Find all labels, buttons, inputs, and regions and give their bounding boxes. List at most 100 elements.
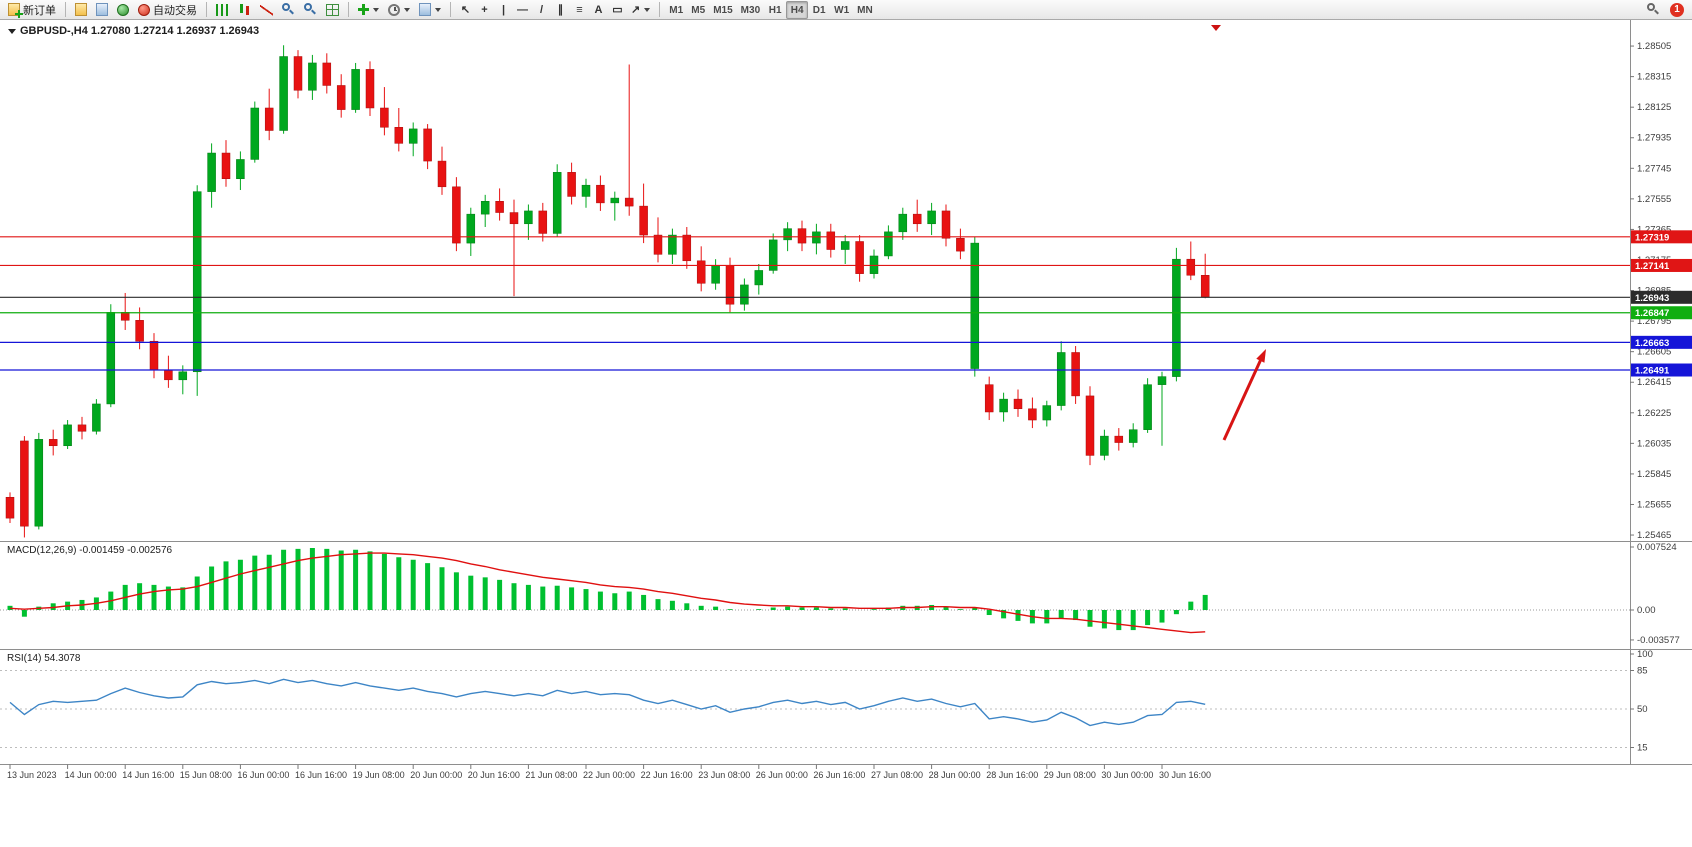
svg-text:1.26605: 1.26605 (1637, 347, 1671, 358)
svg-text:14 Jun 16:00: 14 Jun 16:00 (122, 770, 174, 780)
svg-text:1.26847: 1.26847 (1635, 308, 1669, 319)
zoom-out-icon (304, 3, 317, 16)
horizontal-line-tool-button[interactable]: — (513, 1, 532, 19)
svg-text:1.26795: 1.26795 (1637, 316, 1671, 327)
timeframe-m1-button[interactable]: M1 (665, 1, 687, 19)
crosshair-icon: + (481, 4, 488, 16)
timeframe-d1-button[interactable]: D1 (808, 1, 830, 19)
trendline-icon: / (539, 4, 544, 16)
drawing-tools-group: ↖ + | — / ∥ ≡ A ▭ ↗ (456, 0, 654, 19)
svg-text:29 Jun 08:00: 29 Jun 08:00 (1044, 770, 1096, 780)
navigator-icon (117, 3, 129, 16)
chevron-down-icon (644, 7, 651, 12)
svg-text:1.26491: 1.26491 (1635, 366, 1670, 377)
vertical-line-icon: | (501, 4, 506, 16)
arrows-tool-button[interactable]: ↗ (627, 1, 654, 19)
toolbar-separator (348, 2, 349, 17)
fibonacci-tool-button[interactable]: ≡ (570, 1, 589, 19)
line-chart-button[interactable] (256, 1, 277, 19)
svg-text:22 Jun 16:00: 22 Jun 16:00 (641, 770, 693, 780)
svg-text:23 Jun 08:00: 23 Jun 08:00 (698, 770, 750, 780)
zoom-out-button[interactable] (300, 1, 321, 19)
new-order-button[interactable]: 新订单 (4, 1, 60, 19)
crosshair-tool-button[interactable]: + (475, 1, 494, 19)
cursor-tool-button[interactable]: ↖ (456, 1, 475, 19)
svg-text:1.25655: 1.25655 (1637, 499, 1671, 510)
timeframe-h4-button[interactable]: H4 (786, 1, 809, 20)
svg-text:1.26035: 1.26035 (1637, 438, 1671, 449)
svg-text:30 Jun 00:00: 30 Jun 00:00 (1101, 770, 1153, 780)
arrows-icon: ↗ (631, 4, 641, 16)
svg-text:1.28125: 1.28125 (1637, 102, 1671, 113)
tile-windows-icon (326, 3, 339, 16)
svg-text:30 Jun 16:00: 30 Jun 16:00 (1159, 770, 1211, 780)
timeframe-mn-button[interactable]: MN (853, 1, 877, 19)
svg-text:1.26663: 1.26663 (1635, 338, 1669, 349)
svg-text:0.007524: 0.007524 (1637, 542, 1677, 553)
svg-text:1.27745: 1.27745 (1637, 163, 1671, 174)
timeframe-m30-button[interactable]: M30 (737, 1, 764, 19)
zoom-in-button[interactable] (278, 1, 299, 19)
svg-text:1.26943: 1.26943 (1635, 293, 1669, 304)
periods-button[interactable] (384, 1, 414, 19)
templates-button[interactable] (415, 1, 445, 19)
svg-text:100: 100 (1637, 649, 1653, 660)
new-order-icon (8, 3, 23, 18)
svg-text:28 Jun 00:00: 28 Jun 00:00 (929, 770, 981, 780)
add-indicator-icon (358, 4, 369, 15)
svg-text:15 Jun 08:00: 15 Jun 08:00 (180, 770, 232, 780)
svg-text:0.00: 0.00 (1637, 605, 1656, 616)
algo-trading-button[interactable]: 自动交易 (134, 1, 201, 19)
navigator-button[interactable] (113, 1, 133, 19)
search-icon[interactable] (1647, 3, 1660, 16)
svg-text:1.27935: 1.27935 (1637, 133, 1671, 144)
cursor-icon: ↖ (460, 4, 471, 16)
vertical-line-tool-button[interactable]: | (494, 1, 513, 19)
notification-badge[interactable]: 1 (1670, 2, 1684, 17)
chevron-down-icon (373, 7, 379, 12)
svg-text:1.27555: 1.27555 (1637, 194, 1671, 205)
toolbar-separator (659, 2, 661, 17)
add-indicator-button[interactable] (354, 1, 383, 19)
svg-text:26 Jun 00:00: 26 Jun 00:00 (756, 770, 808, 780)
chevron-down-icon (404, 7, 410, 12)
data-window-button[interactable] (92, 1, 112, 19)
svg-text:21 Jun 08:00: 21 Jun 08:00 (525, 770, 577, 780)
svg-text:15: 15 (1637, 743, 1648, 754)
svg-text:1.26415: 1.26415 (1637, 377, 1671, 388)
svg-text:27 Jun 08:00: 27 Jun 08:00 (871, 770, 923, 780)
candlestick-chart-button[interactable] (234, 1, 255, 19)
trendline-tool-button[interactable]: / (532, 1, 551, 19)
data-window-icon (96, 3, 108, 16)
chart-canvas[interactable]: 1.28505 1.28315 1.28125 1.27935 1.27745 1.275… (0, 20, 1692, 842)
candlestick-chart-icon (238, 3, 251, 16)
svg-text:22 Jun 00:00: 22 Jun 00:00 (583, 770, 635, 780)
timeframe-w1-button[interactable]: W1 (830, 1, 853, 19)
bar-chart-button[interactable] (212, 1, 233, 19)
svg-text:20 Jun 00:00: 20 Jun 00:00 (410, 770, 462, 780)
text-icon: A (594, 4, 603, 16)
text-tool-button[interactable]: A (589, 1, 608, 19)
new-order-label: 新订单 (23, 4, 56, 17)
timeframe-m5-button[interactable]: M5 (687, 1, 709, 19)
svg-text:1.27141: 1.27141 (1635, 261, 1670, 272)
timeframe-h1-button[interactable]: H1 (764, 1, 786, 19)
svg-text:16 Jun 00:00: 16 Jun 00:00 (237, 770, 289, 780)
algo-trading-label: 自动交易 (153, 4, 197, 17)
svg-text:-0.003577: -0.003577 (1637, 635, 1680, 646)
svg-text:1.25845: 1.25845 (1637, 469, 1671, 480)
line-chart-icon (260, 3, 273, 16)
algo-trading-icon (138, 3, 150, 16)
equidistant-channel-icon: ∥ (557, 4, 564, 16)
svg-text:16 Jun 16:00: 16 Jun 16:00 (295, 770, 347, 780)
toolbar-separator (65, 2, 66, 17)
timeframe-group: M1 M5 M15 M30 H1 H4 D1 W1 MN (665, 0, 877, 20)
tile-windows-button[interactable] (322, 1, 343, 19)
market-watch-icon (75, 3, 87, 16)
text-label-tool-button[interactable]: ▭ (608, 1, 627, 19)
equidistant-channel-tool-button[interactable]: ∥ (551, 1, 570, 19)
svg-text:50: 50 (1637, 704, 1648, 715)
text-label-icon: ▭ (612, 4, 623, 16)
market-watch-button[interactable] (71, 1, 91, 19)
timeframe-m15-button[interactable]: M15 (709, 1, 736, 19)
